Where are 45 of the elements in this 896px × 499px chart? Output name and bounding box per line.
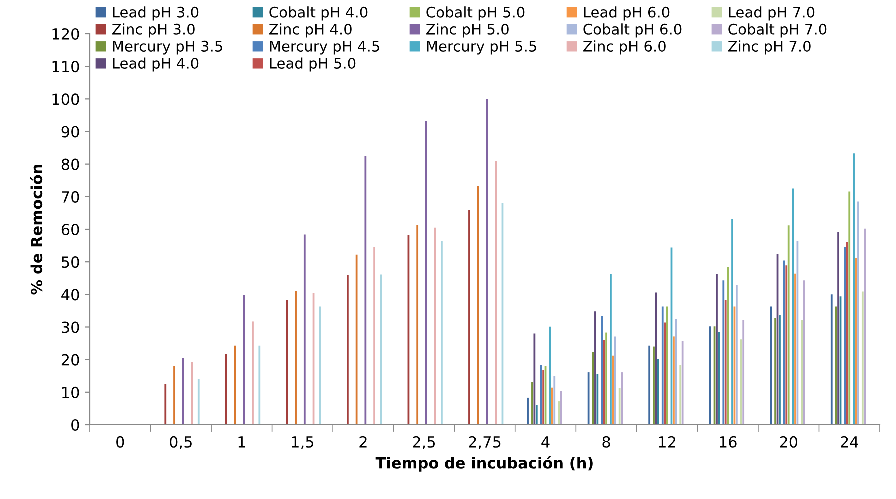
legend-label: Cobalt pH 5.0: [426, 6, 525, 21]
x-tick-label: 0: [116, 436, 124, 448]
legend-label: Mercury pH 3.5: [113, 40, 222, 55]
x-axis-title: Tiempo de incubación (h): [376, 456, 593, 472]
x-tick-label: 4: [542, 436, 550, 448]
x-tick-label: 2: [360, 436, 367, 448]
x-tick-label: 2,5: [413, 436, 436, 450]
x-tick-label: 0,5: [170, 436, 192, 450]
legend-label: Zinc pH 6.0: [584, 40, 666, 55]
y-tick-label: 30: [62, 322, 80, 334]
y-tick-label: 110: [52, 61, 80, 73]
x-tick-label: 8: [602, 436, 610, 448]
legend-label: Zinc pH 4.0: [270, 24, 352, 38]
legend-label: Lead pH 6.0: [584, 6, 670, 21]
x-tick-label: 1: [238, 436, 246, 448]
legend-label: Cobalt pH 6.0: [584, 24, 682, 38]
legend-label: Lead pH 3.0: [113, 6, 199, 21]
x-tick-label: 16: [720, 436, 737, 448]
y-tick-label: 100: [52, 94, 80, 106]
legend-label: Mercury pH 5.5: [427, 41, 536, 55]
y-tick-label: 0: [72, 419, 80, 432]
legend-label: Cobalt pH 4.0: [270, 6, 368, 21]
y-tick-label: 40: [62, 289, 80, 301]
x-tick-label: 20: [780, 436, 798, 448]
legend-label: Lead pH 7.0: [729, 6, 815, 21]
legend-label: Lead pH 4.0: [113, 58, 199, 72]
y-tick-label: 10: [62, 386, 80, 398]
y-tick-label: 80: [62, 158, 80, 170]
legend-label: Lead pH 5.0: [270, 58, 356, 72]
x-tick-label: 2,75: [469, 436, 501, 450]
x-tick-label: 12: [659, 436, 676, 448]
x-tick-label: 1,5: [292, 436, 314, 450]
y-tick-label: 60: [62, 224, 80, 236]
y-tick-label: 90: [62, 126, 80, 138]
y-axis-title: % de Remoción: [30, 164, 43, 295]
legend-label: Zinc pH 3.0: [112, 24, 195, 38]
legend-label: Zinc pH 7.0: [728, 40, 811, 55]
y-tick-label: 50: [62, 256, 80, 268]
legend-label: Zinc pH 5.0: [426, 24, 509, 38]
y-tick-label: 70: [62, 191, 80, 203]
x-tick-label: 24: [841, 436, 858, 448]
y-tick-label: 20: [62, 354, 80, 366]
y-tick-label: 120: [52, 28, 80, 40]
legend-label: Cobalt pH 7.0: [728, 24, 827, 38]
legend-label: Mercury pH 4.5: [270, 41, 380, 55]
